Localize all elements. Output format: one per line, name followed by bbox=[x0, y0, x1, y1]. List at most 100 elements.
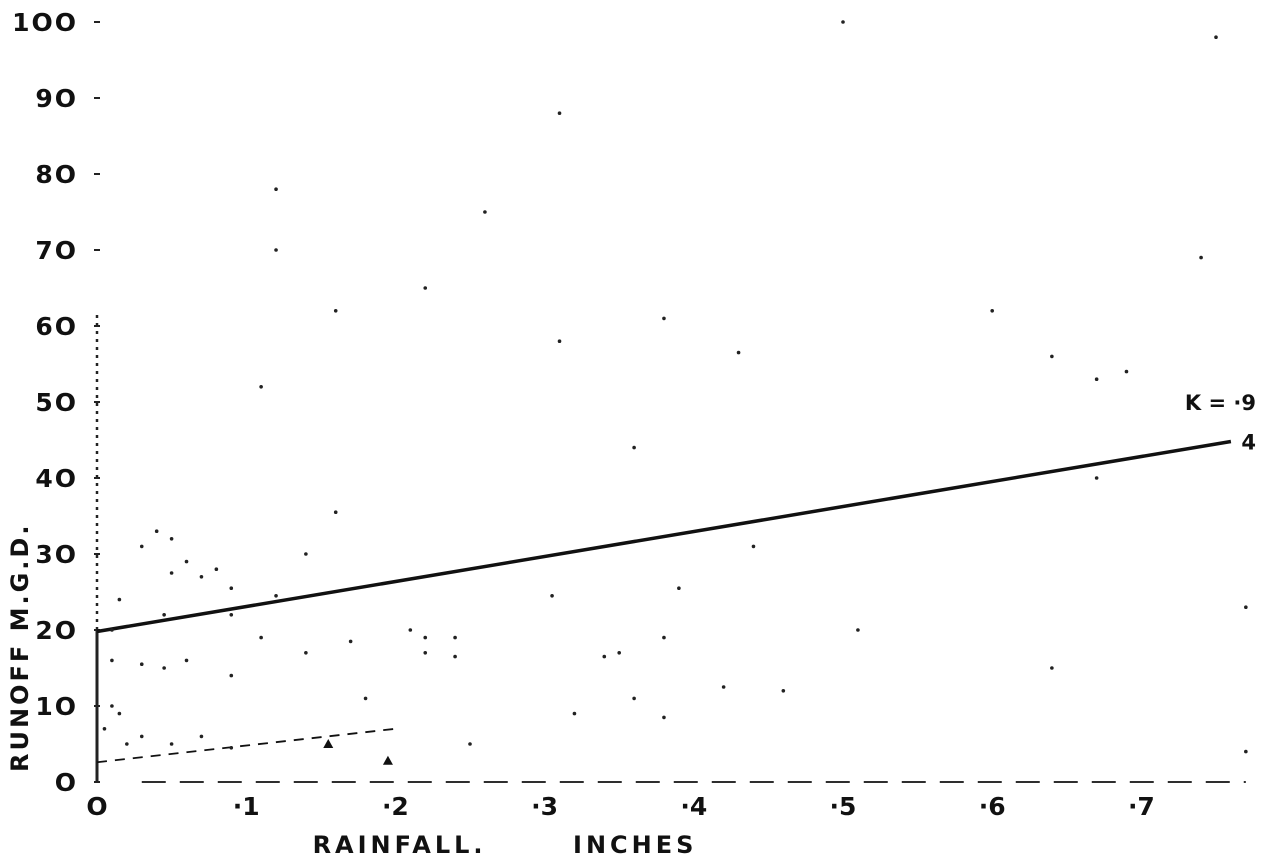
data-point bbox=[721, 685, 726, 689]
data-point bbox=[117, 597, 122, 602]
data-point bbox=[841, 20, 845, 24]
data-point bbox=[662, 635, 666, 640]
data-point bbox=[751, 544, 756, 549]
data-point bbox=[468, 742, 472, 746]
data-point bbox=[110, 628, 114, 632]
x-tick-label: ·2 bbox=[382, 792, 409, 821]
data-point bbox=[229, 746, 234, 750]
data-point bbox=[602, 654, 607, 659]
fit-line-k bbox=[96, 439, 1232, 634]
triangle-point bbox=[382, 755, 393, 765]
data-point bbox=[229, 673, 234, 678]
data-point bbox=[423, 651, 428, 655]
data-point bbox=[856, 628, 860, 632]
y-tick-label: 9O bbox=[35, 84, 78, 113]
data-point bbox=[1050, 354, 1054, 359]
data-point bbox=[662, 316, 666, 321]
data-point bbox=[274, 594, 278, 598]
data-point bbox=[229, 586, 234, 590]
x-tick-label: ·5 bbox=[830, 792, 857, 821]
data-point bbox=[259, 635, 263, 640]
data-point bbox=[1050, 666, 1054, 670]
data-point bbox=[139, 544, 144, 549]
data-point bbox=[199, 575, 204, 579]
data-point bbox=[1094, 476, 1099, 480]
data-point bbox=[1124, 369, 1129, 374]
line-label-k: K = ·9 bbox=[1185, 391, 1256, 415]
y-tick-label: 2O bbox=[35, 616, 78, 645]
data-point bbox=[483, 210, 487, 214]
data-point bbox=[169, 571, 174, 575]
y-tick-label: 1OO bbox=[12, 8, 78, 37]
y-tick-label: 7O bbox=[35, 236, 78, 265]
data-point bbox=[677, 586, 681, 590]
data-point bbox=[304, 651, 308, 655]
y-tick-label: O bbox=[55, 768, 78, 797]
data-point bbox=[199, 734, 204, 739]
data-point bbox=[1094, 377, 1099, 382]
x-tick-label: ·4 bbox=[680, 792, 707, 821]
x-tick-label: O bbox=[86, 792, 107, 821]
y-tick-label: 8O bbox=[35, 160, 78, 189]
data-point bbox=[1244, 605, 1248, 609]
data-point bbox=[117, 711, 122, 716]
data-point bbox=[617, 651, 621, 655]
data-point bbox=[453, 654, 457, 659]
data-point bbox=[1214, 35, 1218, 39]
data-point bbox=[102, 727, 107, 731]
data-point bbox=[557, 111, 562, 115]
data-point bbox=[572, 711, 577, 716]
data-point bbox=[423, 286, 428, 290]
data-point bbox=[363, 696, 368, 701]
data-point bbox=[110, 704, 114, 708]
data-point bbox=[333, 510, 338, 514]
data-point bbox=[139, 662, 144, 666]
x-tick-label: ·7 bbox=[1128, 792, 1155, 821]
y-tick-label: 6O bbox=[35, 312, 78, 341]
data-point bbox=[781, 689, 786, 693]
data-point bbox=[632, 696, 636, 701]
data-point bbox=[125, 742, 129, 746]
data-point bbox=[550, 594, 554, 598]
data-point bbox=[557, 339, 562, 344]
x-tick-labels: O ·1 ·2 ·3 ·4 ·5 ·6 ·7 bbox=[86, 792, 1154, 821]
data-point bbox=[184, 559, 189, 564]
data-point bbox=[139, 734, 144, 739]
data-point bbox=[662, 715, 666, 720]
data-point bbox=[453, 635, 457, 640]
data-point bbox=[154, 529, 159, 533]
data-point bbox=[169, 742, 174, 746]
line-label-end: 4 bbox=[1241, 431, 1256, 455]
data-point bbox=[408, 628, 413, 632]
triangle-point bbox=[323, 739, 334, 748]
data-point bbox=[990, 309, 994, 313]
data-point bbox=[184, 658, 189, 663]
y-axis-label: RUNOFF M.G.D. bbox=[6, 523, 34, 772]
x-tick-label: ·1 bbox=[233, 792, 260, 821]
y-tick-labels: O 1O 2O 3O 4O 5O 6O 7O 8O 9O 1OO bbox=[12, 8, 100, 797]
data-point bbox=[274, 187, 278, 191]
x-tick-label: ·6 bbox=[979, 792, 1006, 821]
data-point bbox=[1199, 255, 1203, 260]
data-point bbox=[110, 658, 114, 663]
y-tick-label: 3O bbox=[35, 540, 78, 569]
data-point bbox=[1244, 749, 1248, 754]
x-axis-label: RAINFALL. INCHES bbox=[313, 831, 698, 859]
data-point bbox=[214, 567, 219, 571]
y-tick-label: 5O bbox=[35, 388, 78, 417]
data-point bbox=[162, 666, 166, 670]
data-point bbox=[162, 613, 166, 617]
data-point bbox=[736, 350, 741, 355]
data-point bbox=[423, 635, 428, 640]
fit-lines: K = ·9 4 bbox=[96, 391, 1256, 783]
x-tick-label: ·3 bbox=[531, 792, 558, 821]
data-point bbox=[632, 445, 636, 450]
y-tick-label: 1O bbox=[35, 692, 78, 721]
data-point bbox=[304, 552, 308, 556]
data-point bbox=[333, 309, 338, 313]
dashed-line bbox=[96, 727, 396, 764]
scatter-points bbox=[102, 20, 1248, 765]
data-point bbox=[169, 537, 174, 541]
data-point bbox=[229, 613, 234, 617]
